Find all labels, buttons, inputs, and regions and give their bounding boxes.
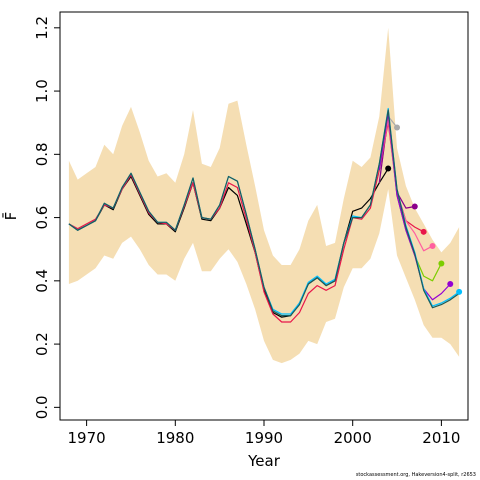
- x-axis: 1970 1980 1990 2000 2010: [68, 420, 460, 447]
- x-tick-label: 2000: [334, 429, 372, 447]
- series-end-point-3: [411, 203, 418, 210]
- x-tick-label: 1970: [68, 429, 106, 447]
- credit-text: stockassessment.org, Hakeversion4-split,…: [355, 472, 476, 478]
- series-end-point-5: [429, 243, 436, 250]
- y-tick-label: 1.0: [33, 79, 51, 103]
- confidence-band: [68, 27, 460, 364]
- series-end-point-7: [447, 281, 454, 287]
- y-axis-label: F̄: [1, 212, 20, 221]
- x-tick-label: 2010: [422, 429, 460, 447]
- y-tick-label: 1.2: [33, 16, 51, 40]
- x-tick-label: 1990: [245, 429, 283, 447]
- series-end-point-2: [394, 124, 401, 131]
- series-line-4: [68, 122, 424, 323]
- y-tick-label: 0.8: [33, 142, 51, 166]
- y-tick-label: 0.0: [33, 395, 51, 419]
- series-layer: [68, 107, 460, 323]
- series-line-9: [68, 109, 460, 317]
- series-end-point-1: [385, 165, 392, 172]
- end-point-layer: [385, 124, 463, 295]
- confidence-band-layer: [68, 27, 460, 364]
- y-tick-label: 0.2: [33, 332, 51, 356]
- series-end-point-4: [420, 228, 427, 235]
- series-end-point-8: [456, 288, 463, 295]
- x-tick-label: 1980: [156, 429, 194, 447]
- y-tick-label: 0.6: [33, 206, 51, 230]
- series-end-point-6: [438, 260, 445, 267]
- x-axis-label: Year: [247, 452, 281, 470]
- y-axis: 0.0 0.2 0.4 0.6 0.8 1.0 1.2: [33, 16, 60, 419]
- y-tick-label: 0.4: [33, 269, 51, 293]
- series-line-5: [378, 118, 433, 252]
